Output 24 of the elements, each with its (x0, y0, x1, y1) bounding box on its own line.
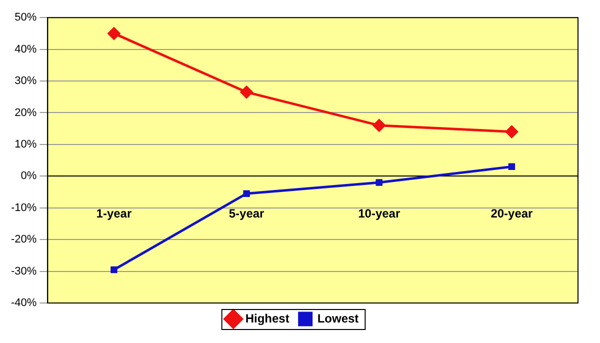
x-tick-label: 20-year (490, 206, 534, 221)
point (110, 266, 118, 274)
legend-label: Highest (245, 311, 290, 326)
y-tick-label: -40% (10, 297, 37, 310)
y-tick-label: -20% (10, 234, 37, 246)
point (243, 190, 250, 197)
y-tick-label: 10% (14, 138, 37, 150)
point (372, 119, 386, 132)
y-tick-label: 0% (20, 170, 37, 182)
legend-label: Lowest (317, 311, 359, 326)
y-tick-label: 40% (14, 43, 37, 56)
y-tick-label: -10% (10, 202, 37, 214)
point (376, 179, 382, 186)
point (240, 86, 253, 98)
x-tick-label: 5-year (228, 206, 265, 221)
x-tick-label: 10-year (358, 206, 400, 221)
y-tick-label: 50% (14, 12, 37, 24)
point (108, 27, 120, 40)
y-tick-label: 20% (14, 106, 37, 119)
y-tick-label: 30% (14, 75, 37, 88)
y-tick-label: -30% (10, 265, 37, 278)
point (508, 163, 516, 170)
x-tick-label: 1-year (96, 206, 132, 221)
point (505, 126, 518, 138)
